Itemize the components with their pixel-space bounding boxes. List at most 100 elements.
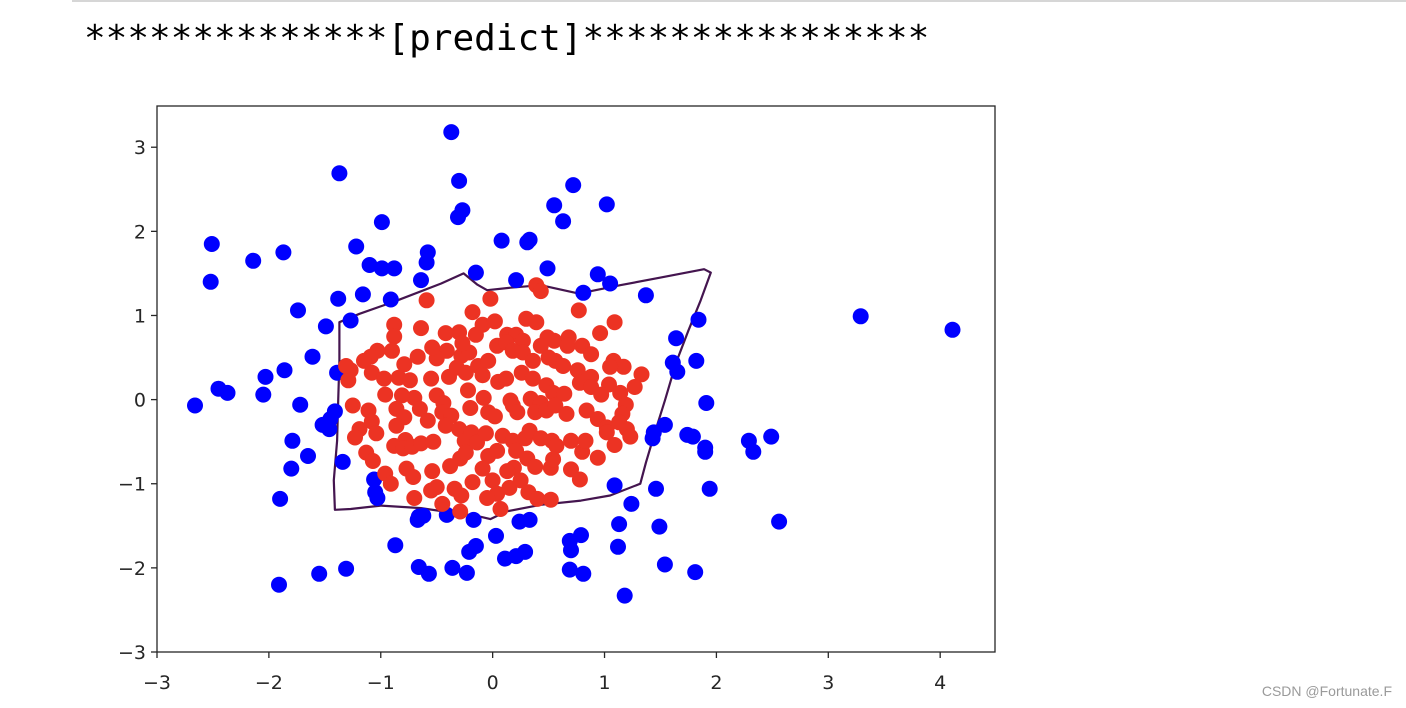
red-data-point [418,292,435,309]
blue-data-point [386,260,403,277]
red-data-point [434,495,451,512]
blue-data-point [290,302,306,319]
blue-data-point [413,272,429,289]
blue-data-point [546,197,563,214]
red-data-point [340,372,357,389]
blue-data-point [519,234,536,251]
blue-data-point [458,564,475,581]
blue-data-point [561,561,578,578]
blue-data-point [763,428,780,445]
blue-data-point [497,550,513,567]
red-data-point [453,487,470,504]
red-data-point [479,490,496,506]
red-data-point [394,387,410,404]
red-data-point [548,437,565,454]
red-data-point [558,405,575,422]
blue-data-point [387,537,404,554]
red-data-point [578,402,595,419]
blue-data-point [771,513,788,530]
red-data-point [457,444,474,461]
blue-data-point [565,177,582,194]
red-data-point [428,479,445,496]
red-data-point [512,472,529,489]
red-data-point [419,412,436,429]
y-tick-label: 0 [134,390,146,412]
red-data-point [486,408,503,425]
blue-data-point [451,172,468,189]
blue-data-point [555,213,572,230]
blue-data-point [283,460,300,477]
red-data-point [386,316,403,333]
blue-data-point [606,477,623,494]
output-header-text: **************[predict]**************** [84,18,930,59]
red-data-point [474,460,491,477]
x-tick-label: 3 [822,672,834,694]
blue-data-point [461,543,478,560]
red-data-point [509,404,526,421]
blue-data-point [687,564,704,581]
red-data-point [467,326,484,343]
blue-data-point [611,516,628,533]
blue-data-point [369,490,386,506]
blue-data-point [521,511,538,528]
red-data-point [424,339,441,356]
red-data-point [409,348,426,365]
blue-data-point [488,527,504,544]
red-data-point [532,283,549,300]
red-data-point [363,364,380,381]
red-data-point [454,335,471,352]
red-data-point [480,352,497,369]
red-data-point [498,370,515,387]
top-divider [72,0,1406,2]
red-data-point [423,370,440,387]
blue-data-point [348,238,365,255]
blue-data-point [623,495,640,512]
blue-data-point [450,209,466,226]
red-data-point [377,386,394,403]
blue-data-point [321,421,338,438]
red-data-point [464,304,481,321]
blue-data-point [418,254,435,271]
red-data-point [477,425,494,442]
blue-data-point [690,311,707,328]
red-data-point [376,370,393,387]
red-data-point [484,472,501,489]
red-data-point [633,366,650,383]
blue-data-point [637,287,654,304]
red-data-point [514,332,531,349]
blue-data-point [292,396,309,413]
blue-data-point [701,480,718,497]
red-data-point [626,379,643,395]
red-data-point [486,313,503,330]
blue-data-point [203,236,220,252]
blue-data-point [648,480,664,497]
red-data-point [508,442,525,459]
red-data-point [338,358,355,374]
blue-data-point [202,273,219,290]
y-tick-label: −3 [118,642,146,664]
blue-data-point [575,284,592,301]
red-data-point [364,453,381,469]
red-data-point [606,314,623,331]
red-data-point [501,479,518,496]
blue-data-point [465,511,482,528]
blue-data-point [610,538,626,555]
red-data-point [489,442,506,459]
x-tick-label: 1 [598,672,610,694]
x-tick-label: −2 [255,672,283,694]
red-data-point [593,386,610,403]
blue-data-point [575,565,592,582]
red-data-point [356,352,372,369]
blue-data-point [338,560,355,577]
blue-data-point [311,565,328,582]
red-data-point [527,458,544,475]
red-data-point [452,503,469,520]
blue-data-point [272,490,289,507]
blue-data-point [602,275,619,292]
red-data-point [460,382,476,399]
blue-data-point [539,260,556,277]
red-data-point [532,337,549,354]
blue-data-point [656,556,673,573]
red-data-point [569,362,586,379]
